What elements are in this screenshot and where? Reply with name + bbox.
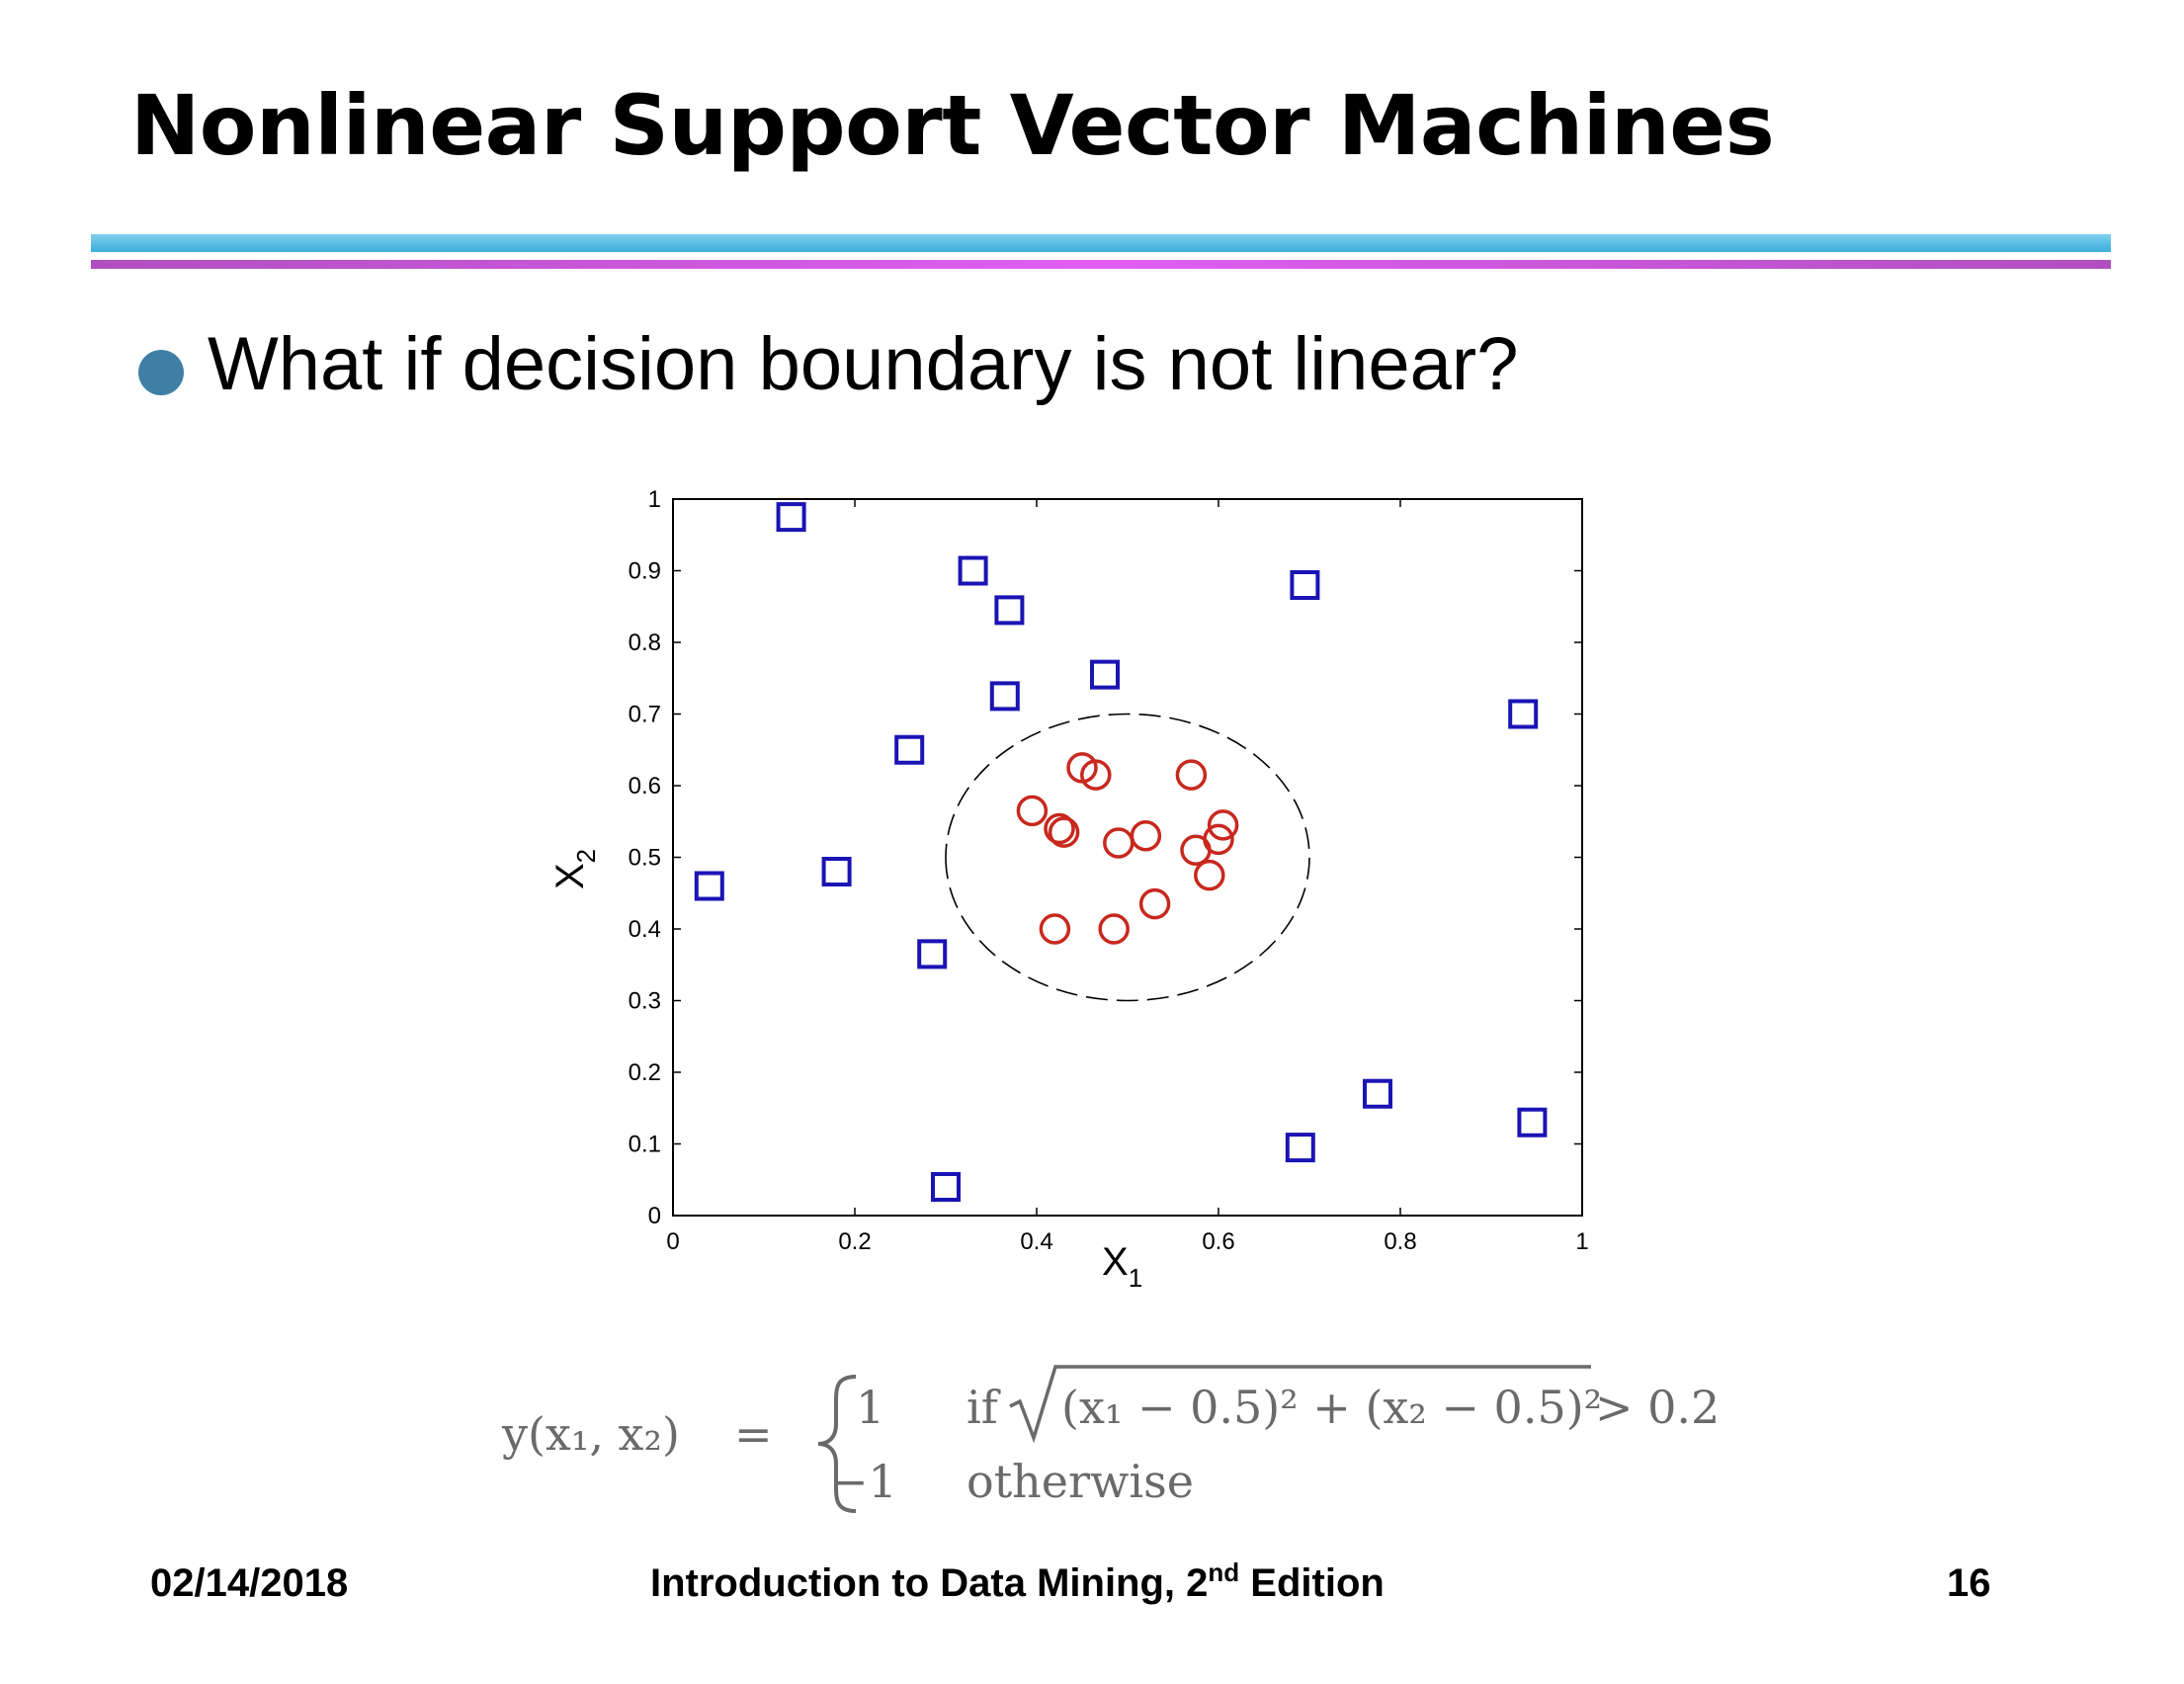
square-point bbox=[694, 871, 724, 901]
square-point bbox=[1285, 1133, 1315, 1163]
formula-case2-value: −1 bbox=[830, 1455, 897, 1508]
square-point bbox=[931, 1172, 961, 1202]
footer-date: 02/14/2018 bbox=[150, 1561, 349, 1605]
bullet-text: What if decision boundary is not linear? bbox=[208, 322, 1519, 406]
square-points bbox=[694, 502, 1548, 1202]
y-tick-label: 0.7 bbox=[629, 702, 661, 728]
y-tick-label: 0 bbox=[648, 1203, 661, 1229]
square-point bbox=[894, 734, 925, 765]
x-tick-label: 0 bbox=[666, 1228, 679, 1255]
footer-book-title-end: Edition bbox=[1239, 1561, 1385, 1605]
circle-point bbox=[1080, 759, 1112, 791]
y-tick-label: 0.1 bbox=[629, 1132, 661, 1158]
circle-point bbox=[1130, 820, 1162, 852]
square-point bbox=[958, 555, 988, 586]
scatter-chart: 0 0.2 0.4 0.6 0.8 1 0 0.1 0.2 0.3 0.4 0.5 0.6 0.7 0.8… bbox=[548, 486, 1589, 1293]
y-tick-labels: 0 0.1 0.2 0.3 0.4 0.5 0.6 0.7 0.8 0.9 1 bbox=[629, 486, 661, 1229]
formula-case1-threshold: > 0.2 bbox=[1595, 1381, 1720, 1434]
y-tick-label: 0.3 bbox=[629, 988, 661, 1015]
square-point bbox=[1090, 659, 1120, 690]
x-tick-label: 0.4 bbox=[1020, 1228, 1052, 1255]
footer-page-number: 16 bbox=[1947, 1561, 1991, 1605]
square-point bbox=[994, 595, 1025, 626]
decision-boundary bbox=[945, 713, 1310, 1002]
x-tick-label: 0.6 bbox=[1202, 1228, 1234, 1255]
y-tick-label: 0.2 bbox=[629, 1059, 661, 1086]
circle-point bbox=[1048, 816, 1080, 848]
formula-case2-condition: otherwise bbox=[966, 1455, 1194, 1508]
y-tick-label: 0.4 bbox=[629, 916, 661, 943]
circle-points bbox=[1016, 752, 1239, 945]
circle-point bbox=[1207, 809, 1239, 841]
y-tick-label: 0.9 bbox=[629, 558, 661, 585]
title-rule-purple bbox=[91, 260, 2111, 269]
y-tick-label: 0.5 bbox=[629, 845, 661, 872]
footer-book-title-main: Introduction to Data Mining, 2 bbox=[650, 1561, 1209, 1605]
y-tick-label: 0.8 bbox=[629, 630, 661, 656]
footer-book-title-sup: nd bbox=[1208, 1558, 1240, 1587]
y-tick-label: 0.6 bbox=[629, 773, 661, 800]
circle-point bbox=[1194, 859, 1225, 891]
formula-lhs: y(x₁, x₂) bbox=[501, 1407, 680, 1461]
title-rule-blue bbox=[91, 234, 2111, 252]
circle-point bbox=[1098, 913, 1130, 945]
x-axis-label: X1 bbox=[1102, 1240, 1142, 1293]
tick-marks bbox=[672, 498, 1583, 1217]
x-tick-labels: 0 0.2 0.4 0.6 0.8 1 bbox=[666, 1228, 1588, 1255]
circle-point bbox=[1039, 913, 1071, 945]
x-tick-label: 0.2 bbox=[838, 1228, 871, 1255]
x-tick-label: 0.8 bbox=[1384, 1228, 1416, 1255]
y-tick-label: 1 bbox=[648, 486, 661, 513]
square-point bbox=[917, 939, 948, 969]
square-point bbox=[1363, 1078, 1392, 1109]
formula-brace-icon bbox=[817, 1375, 857, 1513]
plot-frame bbox=[672, 498, 1583, 1217]
square-point bbox=[989, 681, 1020, 712]
circle-point bbox=[1044, 812, 1075, 845]
square-point bbox=[776, 502, 806, 533]
slide-title: Nonlinear Support Vector Machines bbox=[130, 77, 1775, 174]
circle-point bbox=[1138, 887, 1171, 920]
circle-point bbox=[1180, 834, 1212, 866]
y-axis-label: X2 bbox=[548, 849, 601, 889]
square-point bbox=[1517, 1107, 1548, 1137]
circle-point bbox=[1175, 759, 1208, 791]
square-point bbox=[1508, 699, 1539, 729]
formula-case1-if: if bbox=[966, 1381, 1001, 1434]
footer-book-title: Introduction to Data Mining, 2nd Edition bbox=[650, 1558, 1385, 1606]
square-point bbox=[821, 857, 852, 886]
bullet-dot-icon bbox=[138, 350, 184, 395]
formula: y(x₁, x₂) = 1 if (x₁ − 0.5)² + (x₂ − 0.5… bbox=[501, 1365, 1720, 1513]
formula-equals: = bbox=[734, 1407, 773, 1461]
formula-sqrt-icon bbox=[1009, 1365, 1591, 1444]
circle-point bbox=[1016, 795, 1049, 827]
formula-case1-condition: (x₁ − 0.5)² + (x₂ − 0.5)² bbox=[1061, 1381, 1602, 1434]
formula-case1-value: 1 bbox=[856, 1381, 884, 1434]
circle-point bbox=[1103, 827, 1134, 859]
square-point bbox=[1290, 570, 1320, 600]
x-tick-label: 1 bbox=[1575, 1228, 1588, 1255]
